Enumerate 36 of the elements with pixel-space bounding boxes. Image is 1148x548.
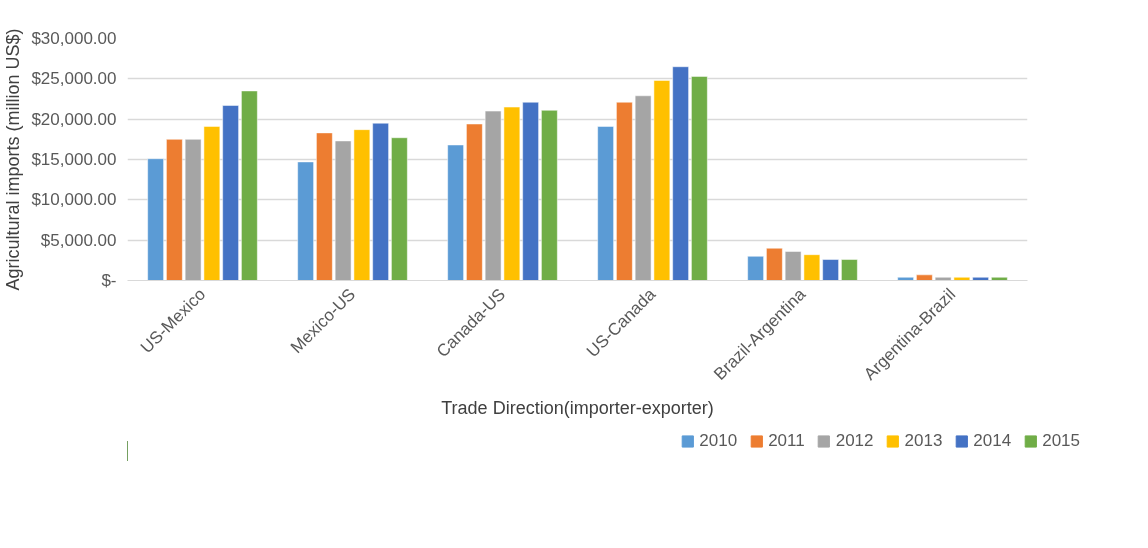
- bar: [672, 66, 689, 281]
- legend-label: 2013: [904, 431, 943, 451]
- bar: [297, 161, 314, 281]
- bar: [766, 247, 783, 281]
- bar: [166, 139, 183, 281]
- bar: [391, 137, 408, 281]
- y-tick-label: $20,000.00: [31, 109, 117, 129]
- bar: [147, 158, 164, 281]
- y-tick-label: $5,000.00: [40, 230, 117, 250]
- bar: [522, 101, 539, 281]
- bar: [241, 90, 258, 281]
- bar: [541, 110, 558, 281]
- y-tick-label: $30,000.00: [31, 29, 117, 48]
- bar: [841, 259, 858, 281]
- legend-label: 2014: [973, 431, 1012, 451]
- bar: [747, 256, 764, 281]
- legend-label: 2010: [699, 431, 738, 451]
- y-tick-label: $25,000.00: [31, 69, 117, 89]
- bar: [222, 105, 239, 281]
- legend-label: 2015: [1042, 431, 1080, 451]
- bar: [616, 101, 633, 281]
- legend-label: 2011: [768, 431, 805, 451]
- y-tick-label: $10,000.00: [31, 190, 117, 210]
- y-tick-label: $15,000.00: [31, 150, 117, 169]
- bar: [822, 259, 839, 281]
- bar: [916, 274, 933, 281]
- y-tick-label: $-: [101, 271, 117, 290]
- bar: [597, 126, 614, 281]
- bar: [447, 144, 464, 281]
- x-axis-title: Trade Direction(importer-exporter): [441, 398, 714, 419]
- bar: [691, 76, 708, 281]
- bar: [466, 123, 483, 281]
- legend-label: 2012: [835, 431, 874, 451]
- y-axis-title: Agricultural imports (million US$): [3, 28, 24, 291]
- bar: [372, 122, 389, 281]
- bar: [316, 132, 333, 281]
